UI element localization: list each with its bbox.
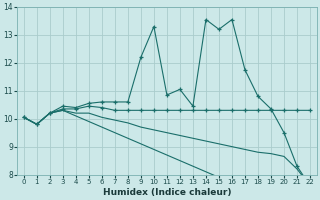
X-axis label: Humidex (Indice chaleur): Humidex (Indice chaleur) [103,188,231,197]
